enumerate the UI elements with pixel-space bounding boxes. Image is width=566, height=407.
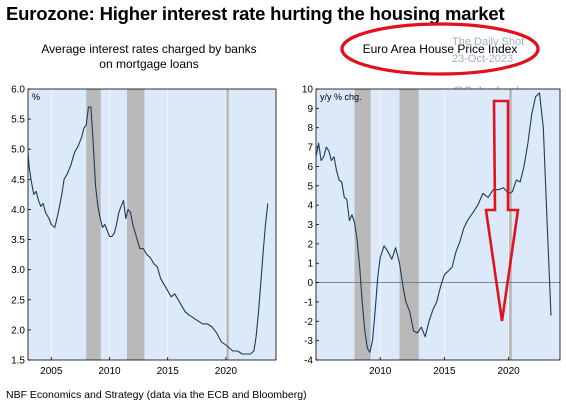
right-y-tick-label-13: 9 (307, 104, 313, 115)
left-recession-band-2 (225, 89, 229, 360)
left-y-tick-label-0: 1.5 (11, 356, 25, 367)
left-y-tick-label-1: 2.0 (11, 325, 25, 336)
right-y-tick-label-5: 1 (307, 259, 313, 270)
left-recession-band-0 (86, 89, 101, 360)
right-unit-label: y/y % chg. (320, 92, 362, 102)
right-y-tick-label-0: -4 (304, 356, 313, 367)
right-chart-subtitle-line1: Euro Area House Price Index (362, 42, 518, 56)
right-y-tick-label-11: 7 (307, 143, 313, 154)
annotation-down-arrow (484, 99, 520, 322)
right-x-tick-label-2: 2020 (498, 366, 521, 377)
left-y-tick-label-5: 4.0 (11, 205, 25, 216)
right-y-tick-label-3: -1 (304, 297, 313, 308)
left-unit-label: % (32, 92, 40, 102)
left-y-tick-label-9: 6.0 (11, 85, 25, 96)
left-y-tick-label-3: 3.0 (11, 265, 25, 276)
left-recession-band-1 (126, 89, 145, 360)
right-y-tick-label-1: -3 (304, 336, 313, 347)
left-y-tick-label-7: 5.0 (11, 145, 25, 156)
right-y-tick-label-14: 10 (302, 85, 314, 96)
left-plot-area (28, 89, 276, 360)
left-y-tick-label-4: 3.5 (11, 235, 25, 246)
left-x-tick-label-2: 2015 (157, 366, 180, 377)
right-y-tick-label-10: 6 (307, 162, 313, 173)
right-y-tick-label-2: -2 (304, 317, 313, 328)
right-plot-area (316, 89, 560, 360)
right-y-tick-label-4: 0 (307, 278, 313, 289)
right-y-tick-label-8: 4 (307, 201, 313, 212)
left-y-tick-label-2: 2.5 (11, 295, 25, 306)
left-chart-subtitle-line2: on mortgage loans (99, 57, 199, 71)
right-plot-frame (315, 88, 561, 361)
right-y-tick-label-7: 3 (307, 220, 313, 231)
left-series-line (27, 106, 269, 355)
left-x-tick-label-1: 2010 (98, 366, 121, 377)
left-chart-subtitle: Average interest rates charged by banks … (24, 42, 274, 72)
right-recession-band-1 (399, 89, 419, 360)
annotation-ellipse (340, 22, 540, 76)
right-y-tick-label-12: 8 (307, 123, 313, 134)
watermark-site: The Daily Shot (452, 36, 525, 48)
right-y-tick-label-9: 5 (307, 181, 313, 192)
left-plot-frame (27, 88, 277, 361)
right-x-tick-label-0: 2010 (369, 366, 392, 377)
right-y-tick-label-6: 2 (307, 239, 313, 250)
source-footnote: NBF Economics and Strategy (data via the… (6, 389, 307, 401)
main-title: Eurozone: Higher interest rate hurting t… (6, 3, 505, 24)
right-recession-band-2 (508, 89, 512, 360)
left-y-tick-label-8: 5.5 (11, 115, 25, 126)
left-y-tick-label-6: 4.5 (11, 175, 25, 186)
right-chart-subtitle: Euro Area House Price Index (350, 42, 530, 57)
left-x-tick-label-3: 2020 (215, 366, 238, 377)
left-x-tick-label-0: 2005 (40, 366, 63, 377)
right-x-tick-label-1: 2015 (433, 366, 456, 377)
left-chart-subtitle-line1: Average interest rates charged by banks (41, 42, 257, 56)
watermark-date: 23-Oct-2023 (452, 53, 514, 65)
right-recession-band-0 (354, 89, 371, 360)
